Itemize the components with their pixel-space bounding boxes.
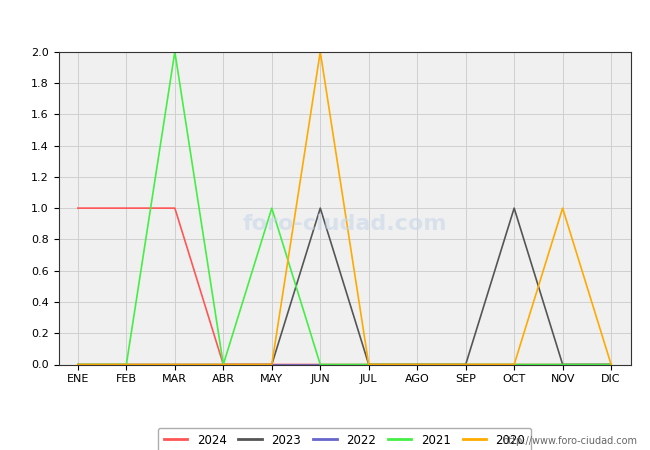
Legend: 2024, 2023, 2022, 2021, 2020: 2024, 2023, 2022, 2021, 2020: [158, 428, 531, 450]
Text: foro-ciudad.com: foro-ciudad.com: [242, 214, 447, 234]
Text: http://www.foro-ciudad.com: http://www.foro-ciudad.com: [502, 436, 637, 446]
Text: Matriculaciones de Vehiculos en Cortes de Arenoso: Matriculaciones de Vehiculos en Cortes d…: [113, 16, 537, 34]
